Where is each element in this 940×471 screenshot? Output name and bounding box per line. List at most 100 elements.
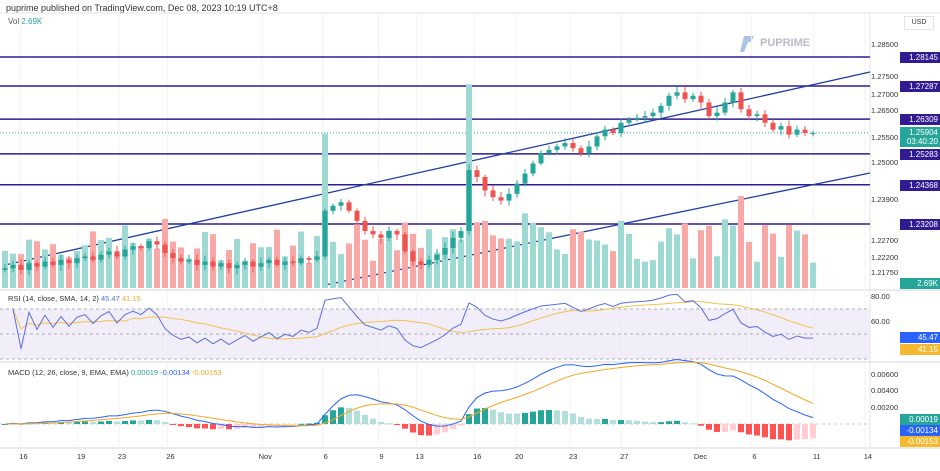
macd-histogram-bar	[810, 424, 816, 439]
candle-body	[106, 251, 112, 255]
macd-histogram-bar	[170, 424, 176, 425]
macd-histogram-bar	[658, 422, 664, 424]
candle-body	[642, 116, 648, 118]
level-price-tag: 1.26309	[900, 114, 940, 126]
candle-body	[146, 241, 152, 248]
volume-bar	[578, 231, 584, 288]
volume-bar	[770, 233, 776, 288]
macd-histogram-bar	[186, 424, 192, 428]
macd-histogram-bar	[514, 413, 520, 424]
candle-body	[26, 263, 32, 270]
macd-histogram-bar	[802, 424, 808, 440]
countdown: 03:40:20	[906, 137, 938, 146]
macd-histogram-bar	[58, 422, 64, 424]
time-axis-label: 11	[812, 452, 821, 461]
volume-bar	[394, 250, 400, 288]
candle-body	[522, 173, 528, 184]
volume-bar	[562, 254, 568, 288]
candle-body	[2, 268, 8, 270]
candle-body	[666, 95, 672, 106]
macd-histogram-bar	[642, 421, 648, 424]
puprime-logo: PUPRIME	[740, 34, 810, 52]
volume-bar	[714, 256, 720, 288]
volume-bar	[754, 261, 760, 288]
candle-body	[786, 126, 792, 135]
candle-body	[90, 256, 96, 260]
candle-body	[210, 261, 216, 267]
macd-histogram-bar	[602, 418, 608, 424]
time-axis-label: Nov	[258, 452, 272, 461]
time-axis-label: 16	[473, 452, 482, 461]
price-axis-label: 1.26500	[871, 106, 899, 115]
macd-histogram-bar	[122, 421, 128, 424]
volume-bar	[570, 229, 576, 288]
candle-body	[586, 146, 592, 154]
time-axis-label: 19	[76, 452, 86, 461]
price-axis-label: 1.27500	[871, 72, 899, 81]
level-price-tag: 1.24368	[900, 179, 940, 191]
macd-legend: MACD (12, 26, close, 9, EMA, EMA) 0.0001…	[8, 368, 222, 377]
currency-button[interactable]: USD	[904, 16, 934, 30]
price-axis-label: 1.23900	[871, 195, 899, 204]
volume-bar	[66, 257, 72, 288]
time-axis-label: 6	[752, 452, 757, 461]
volume-bar	[698, 230, 704, 288]
level-price-tag: 1.25283	[900, 148, 940, 160]
rsi-sma-value: 41.15	[121, 294, 141, 303]
volume-bar	[482, 220, 488, 288]
candle-body	[506, 193, 512, 201]
macd-histogram-bar	[90, 421, 96, 424]
volume-bar	[498, 238, 504, 288]
macd-histogram-bar	[434, 424, 440, 435]
macd-histogram-bar	[530, 411, 536, 424]
macd-histogram-bar	[74, 421, 80, 424]
volume-bar	[130, 242, 136, 288]
candle-body	[274, 259, 280, 265]
macd-histogram-bar	[682, 422, 688, 424]
macd-histogram-bar	[178, 424, 184, 427]
candle-body	[602, 129, 608, 137]
macd-histogram-bar	[714, 424, 720, 432]
volume-bar	[522, 213, 528, 288]
candle-body	[282, 261, 288, 265]
candle-body	[290, 261, 296, 264]
candle-body	[706, 102, 712, 117]
macd-histogram-bar	[306, 423, 312, 425]
candle-body	[482, 176, 488, 191]
rsi-tag: 45.47	[900, 332, 940, 343]
volume-legend: Vol 2.69K	[8, 17, 42, 26]
macd-histogram-bar	[402, 424, 408, 429]
macd-histogram-bar	[378, 421, 384, 424]
volume-bar	[346, 243, 352, 288]
volume-bar	[82, 245, 88, 288]
volume-bar	[546, 232, 552, 288]
macd-histogram-bar	[722, 424, 728, 432]
macd-histogram-bar	[290, 424, 296, 425]
candle-body	[594, 136, 600, 147]
macd-histogram-bar	[578, 416, 584, 424]
macd-histogram-bar	[250, 424, 256, 428]
macd-value: -0.00134	[160, 368, 190, 377]
macd-histogram-bar	[562, 411, 568, 424]
macd-axis-label: 0.00600	[871, 369, 899, 379]
volume-value: 2.69K	[21, 17, 43, 26]
time-axis-label: 6	[323, 452, 328, 461]
candle-body	[554, 146, 560, 150]
macd-histogram-bar	[194, 424, 200, 429]
rsi-value: 45.47	[100, 294, 120, 303]
candle-body	[546, 149, 552, 154]
macd-histogram-bar	[570, 413, 576, 424]
last-price-tag: 1.25904 03:40:20	[900, 127, 940, 147]
rsi-legend: RSI (14, close, SMA, 14, 2) 45.47 41.15	[8, 294, 141, 303]
candle-body	[50, 261, 56, 265]
macd-histogram-bar	[498, 412, 504, 424]
macd-histogram-bar	[442, 424, 448, 433]
volume-bar	[378, 238, 384, 288]
candle-body	[114, 251, 120, 257]
candle-body	[34, 263, 40, 267]
candle-body	[738, 92, 744, 110]
candle-body	[538, 153, 544, 164]
macd-histogram-bar	[738, 424, 744, 433]
volume-bar	[626, 233, 632, 288]
